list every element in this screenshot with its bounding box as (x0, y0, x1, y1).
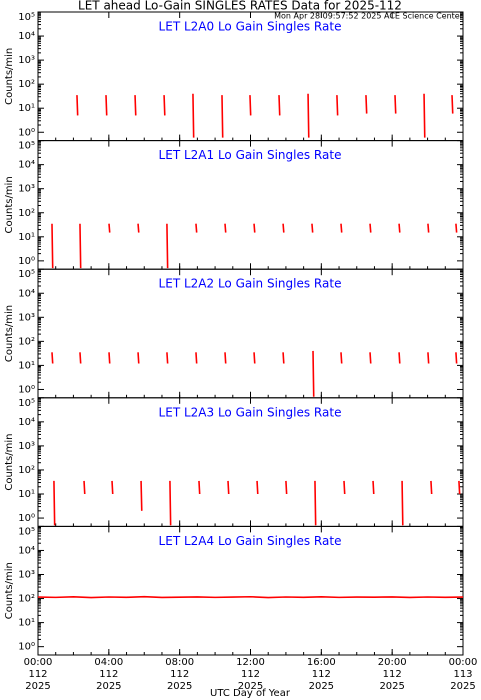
x-tick-label: 04:00 (94, 657, 123, 668)
data-line (53, 480, 461, 526)
y-tick-label: 10⁰ (18, 256, 35, 267)
y-tick-label: 10⁵ (18, 12, 35, 23)
y-tick-label: 10⁰ (18, 513, 35, 524)
data-line (37, 595, 464, 599)
y-tick-label: 10³ (18, 312, 35, 323)
y-tick-label: 10³ (18, 55, 35, 66)
y-tick-label: 10³ (18, 184, 35, 195)
x-tick-day: 112 (312, 669, 331, 680)
y-axis-label: Counts/min (4, 176, 15, 233)
x-tick-label: 00:00 (449, 657, 478, 668)
y-tick-label: 10⁵ (18, 269, 35, 280)
y-tick-label: 10⁵ (18, 398, 35, 409)
y-axis-label: Counts/min (4, 48, 15, 105)
x-tick-label: 20:00 (378, 657, 407, 668)
x-tick-year: 2025 (309, 681, 334, 692)
y-tick-label: 10² (18, 336, 35, 347)
chart-subtitle: Mon Apr 28 09:57:52 2025 ACE Science Cen… (274, 12, 464, 21)
x-tick-year: 2025 (96, 681, 121, 692)
y-axis-label: Counts/min (4, 562, 15, 619)
x-tick-label: 08:00 (165, 657, 194, 668)
y-tick-label: 10⁴ (18, 288, 35, 299)
x-tick-label: 12:00 (236, 657, 265, 668)
chart-title: LET ahead Lo-Gain SINGLES RATES Data for… (78, 0, 402, 13)
data-line (51, 223, 458, 269)
y-axis-label: Counts/min (4, 434, 15, 491)
panel-title: LET L2A2 Lo Gain Singles Rate (159, 277, 342, 291)
x-tick-label: 00:00 (24, 657, 53, 668)
data-line (76, 93, 454, 138)
y-tick-label: 10² (18, 208, 35, 219)
panel-title: LET L2A0 Lo Gain Singles Rate (159, 20, 342, 34)
x-tick-label: 16:00 (307, 657, 336, 668)
y-tick-label: 10¹ (18, 618, 35, 629)
x-tick-year: 2025 (450, 681, 475, 692)
y-tick-label: 10¹ (18, 103, 35, 114)
panel-title: LET L2A1 Lo Gain Singles Rate (159, 148, 342, 162)
y-tick-label: 10³ (18, 570, 35, 581)
y-tick-label: 10³ (18, 441, 35, 452)
y-tick-label: 10⁴ (18, 31, 35, 42)
y-tick-label: 10¹ (18, 489, 35, 500)
y-tick-label: 10⁰ (18, 127, 35, 138)
y-tick-label: 10⁴ (18, 160, 35, 171)
y-tick-label: 10⁰ (18, 642, 35, 653)
x-tick-day: 113 (453, 669, 472, 680)
x-tick-day: 112 (241, 669, 260, 680)
y-tick-label: 10¹ (18, 360, 35, 371)
y-tick-label: 10¹ (18, 232, 35, 243)
y-tick-label: 10² (18, 594, 35, 605)
y-tick-label: 10⁵ (18, 526, 35, 537)
y-tick-label: 10⁰ (18, 384, 35, 395)
x-tick-day: 112 (28, 669, 47, 680)
panel-title: LET L2A3 Lo Gain Singles Rate (159, 405, 342, 419)
data-line (51, 350, 458, 397)
y-tick-label: 10⁴ (18, 417, 35, 428)
y-axis-label: Counts/min (4, 305, 15, 362)
x-tick-day: 112 (99, 669, 118, 680)
x-tick-year: 2025 (379, 681, 404, 692)
x-tick-year: 2025 (238, 681, 263, 692)
panel-title: LET L2A4 Lo Gain Singles Rate (159, 534, 342, 548)
x-tick-day: 112 (170, 669, 189, 680)
x-axis-label: UTC Day of Year (210, 688, 291, 699)
x-tick-year: 2025 (25, 681, 50, 692)
x-tick-year: 2025 (167, 681, 192, 692)
y-tick-label: 10⁵ (18, 141, 35, 152)
y-tick-label: 10² (18, 465, 35, 476)
x-tick-day: 112 (383, 669, 402, 680)
y-tick-label: 10² (18, 79, 35, 90)
y-tick-label: 10⁴ (18, 545, 35, 556)
